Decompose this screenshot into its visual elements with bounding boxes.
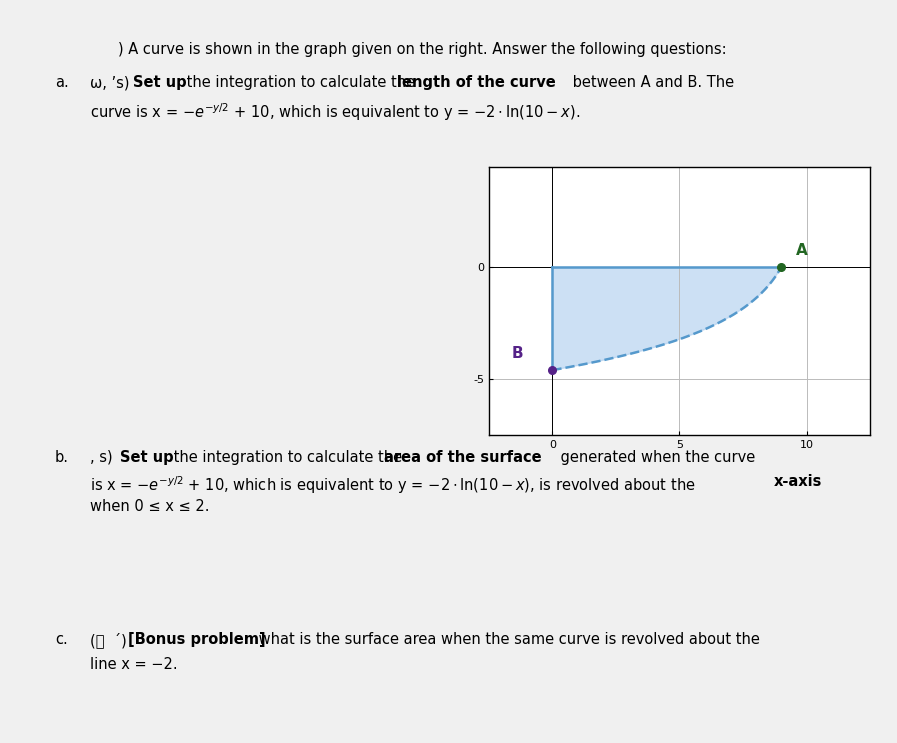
- Text: between A and B. The: between A and B. The: [568, 75, 734, 90]
- Text: (˹  ´): (˹ ´): [90, 632, 131, 648]
- Text: ) A curve is shown in the graph given on the right. Answer the following questio: ) A curve is shown in the graph given on…: [118, 42, 727, 57]
- Text: a.: a.: [55, 75, 69, 90]
- Text: curve is x = $-e^{-y/2}$ + 10, which is equivalent to y = $-2 \cdot \ln(10-x)$.: curve is x = $-e^{-y/2}$ + 10, which is …: [90, 101, 580, 123]
- Text: b.: b.: [55, 450, 69, 465]
- Text: length of the curve: length of the curve: [397, 75, 556, 90]
- Text: Set up: Set up: [120, 450, 174, 465]
- Text: Set up: Set up: [133, 75, 187, 90]
- Text: is x = $-e^{-y/2}$ + 10, which is equivalent to y = $-2 \cdot \ln(10-x)$, is rev: is x = $-e^{-y/2}$ + 10, which is equiva…: [90, 474, 696, 496]
- Text: A: A: [797, 243, 808, 259]
- Text: area of the surface: area of the surface: [384, 450, 542, 465]
- Text: B: B: [511, 346, 523, 361]
- Polygon shape: [553, 267, 781, 370]
- Text: generated when the curve: generated when the curve: [556, 450, 755, 465]
- Text: when 0 ≤ x ≤ 2.: when 0 ≤ x ≤ 2.: [90, 499, 210, 514]
- Text: [Bonus problem]: [Bonus problem]: [128, 632, 266, 647]
- Text: x-axis: x-axis: [774, 474, 823, 489]
- Text: line x = −2.: line x = −2.: [90, 657, 178, 672]
- Text: ω, ’s): ω, ’s): [90, 75, 135, 90]
- Text: , s): , s): [90, 450, 118, 465]
- Text: c.: c.: [55, 632, 68, 647]
- Text: what is the surface area when the same curve is revolved about the: what is the surface area when the same c…: [254, 632, 760, 647]
- Text: the integration to calculate the: the integration to calculate the: [182, 75, 420, 90]
- Text: the integration to calculate the: the integration to calculate the: [169, 450, 406, 465]
